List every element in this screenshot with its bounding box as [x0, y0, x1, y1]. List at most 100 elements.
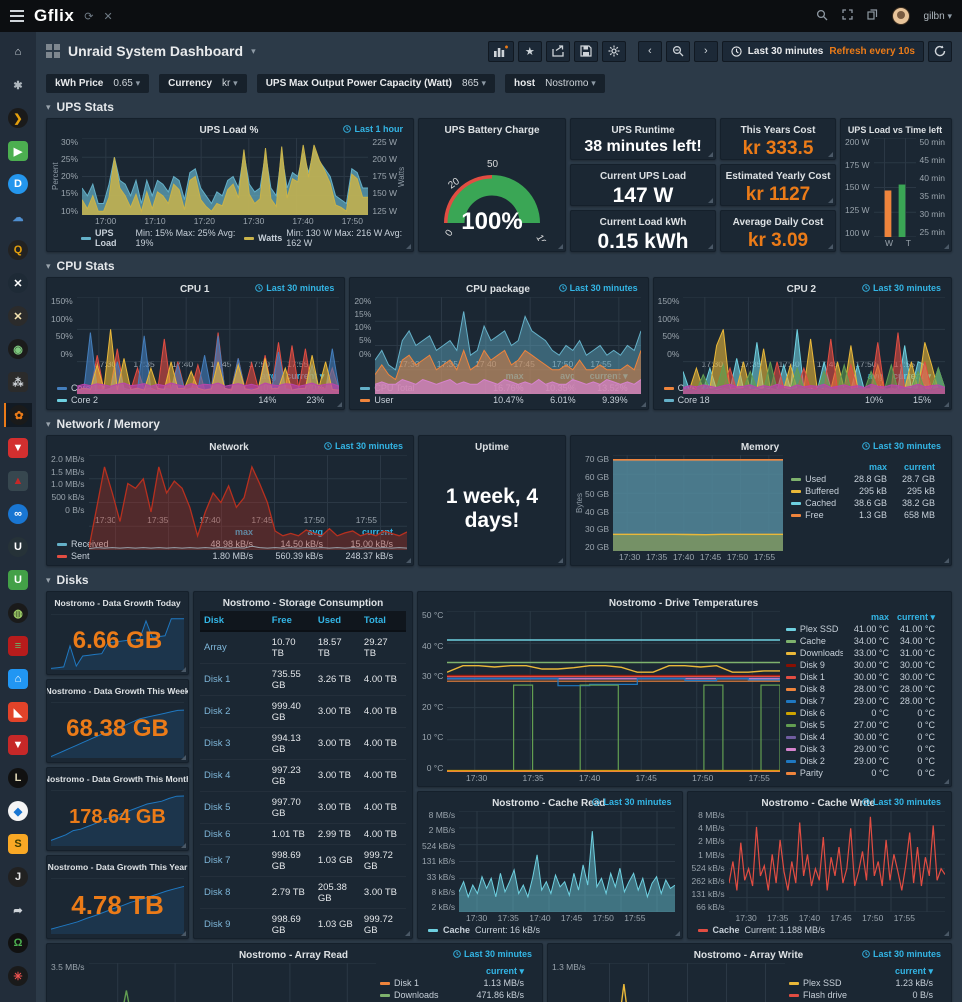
array-write-chart[interactable]: [589, 963, 785, 1002]
zoom-out-button[interactable]: [665, 40, 690, 62]
legend-watts[interactable]: Watts Min: 130 W Max: 216 W Avg: 162 W: [244, 228, 407, 248]
panel-time-indicator[interactable]: Last 30 minutes: [324, 441, 403, 451]
legend-row[interactable]: Disk 2 29.00 °C 0 °C: [785, 755, 935, 767]
legend-row[interactable]: Disk 1 30.00 °C 30.00 °C: [785, 671, 935, 683]
sidebar-item-radarr[interactable]: ✕: [4, 271, 32, 295]
section-ups-stats[interactable]: ▾ UPS Stats: [46, 100, 114, 114]
add-panel-button[interactable]: [487, 40, 514, 62]
star-button[interactable]: ★: [517, 40, 542, 62]
time-forward-button[interactable]: ›: [693, 40, 718, 62]
panel-time-indicator[interactable]: Last 1 hour: [343, 124, 403, 134]
legend-row[interactable]: Buffered 295 kB 295 kB: [791, 485, 935, 497]
memory-legend[interactable]: max current Used 28.8 GB 28.7 GB Buffered 295 …: [783, 455, 945, 562]
legend-row[interactable]: Plex SSD 41.00 °C 41.00 °C: [785, 623, 935, 635]
column-header[interactable]: Free: [267, 611, 314, 632]
cache-write-legend[interactable]: Cache Current: 1.188 MB/s: [692, 923, 946, 935]
legend-row[interactable]: Free 1.3 GB 658 MB: [791, 509, 935, 521]
refresh-button[interactable]: [928, 40, 952, 62]
sidebar-item-alerts[interactable]: ▲: [4, 469, 32, 493]
sidebar-item-lazy[interactable]: L: [4, 766, 32, 790]
sidebar-item-home-assistant[interactable]: ⌂: [4, 667, 32, 691]
sidebar-item-settings[interactable]: ✱: [4, 73, 32, 97]
sidebar-item-home[interactable]: ⌂: [4, 40, 32, 64]
panel-time-indicator[interactable]: Last 30 minutes: [592, 797, 672, 807]
cache-read-legend[interactable]: Cache Current: 16 kB/s: [422, 923, 676, 935]
cpu-package-chart[interactable]: [375, 297, 642, 394]
sidebar-item-emby[interactable]: ▶: [4, 139, 32, 163]
panel-time-indicator[interactable]: Last 30 minutes: [453, 949, 532, 959]
variable-currency[interactable]: Currency kr ▾: [159, 74, 247, 93]
column-header[interactable]: Total: [359, 611, 406, 632]
column-header[interactable]: Used: [313, 611, 360, 632]
title-caret-icon[interactable]: ▾: [251, 45, 256, 56]
fullscreen-icon[interactable]: [841, 9, 853, 23]
page-title[interactable]: Unraid System Dashboard: [68, 43, 244, 59]
ups-load-chart[interactable]: [82, 138, 369, 215]
legend-row[interactable]: Plex SSD 1.23 kB/s: [789, 977, 933, 989]
sidebar-item-shield[interactable]: ▼: [4, 436, 32, 460]
search-icon[interactable]: [816, 9, 828, 24]
sidebar-item-github[interactable]: Ω: [4, 931, 32, 955]
panel-time-indicator[interactable]: Last 30 minutes: [862, 949, 941, 959]
section-network-memory[interactable]: ▾ Network / Memory: [46, 417, 160, 431]
section-cpu-stats[interactable]: ▾ CPU Stats: [46, 259, 115, 273]
sidebar-item-gitlab[interactable]: ◣: [4, 700, 32, 724]
memory-chart[interactable]: [613, 455, 784, 551]
variable-ups-capacity[interactable]: UPS Max Output Power Capacity (Watt) 865 …: [256, 74, 496, 93]
section-disks[interactable]: ▾ Disks: [46, 573, 89, 587]
legend-row[interactable]: Core 18 10% 15%: [663, 394, 931, 406]
sidebar-item-sab[interactable]: S: [4, 832, 32, 856]
sidebar-item-sign-out[interactable]: ➦: [4, 898, 32, 922]
legend-row[interactable]: Disk 9 30.00 °C 30.00 °C: [785, 659, 935, 671]
drive-temps-legend[interactable]: max current ▾ Plex SSD 41.00 °C 41.00 °C Cach…: [780, 611, 945, 783]
sidebar-item-sourdough[interactable]: ◍: [4, 601, 32, 625]
legend-row[interactable]: Cached 38.6 GB 38.2 GB: [791, 497, 935, 509]
network-chart[interactable]: [88, 455, 407, 550]
legend-row[interactable]: Disk 7 29.00 °C 28.00 °C: [785, 695, 935, 707]
legend-row[interactable]: Used 28.8 GB 28.7 GB: [791, 473, 935, 485]
cache-write-chart[interactable]: [728, 811, 945, 912]
share-button[interactable]: [545, 40, 570, 62]
legend-row[interactable]: Downloads 471.86 kB/s: [380, 989, 524, 1001]
panel-time-indicator[interactable]: Last 30 minutes: [862, 797, 941, 807]
sidebar-item-grafana[interactable]: ✿: [4, 403, 32, 427]
sidebar-item-switch[interactable]: ≡: [4, 634, 32, 658]
panel-time-indicator[interactable]: Last 30 minutes: [862, 441, 941, 451]
tab-close-icon[interactable]: ✕: [103, 10, 113, 23]
legend-row[interactable]: Parity 0 °C 0 °C: [785, 767, 935, 779]
pages-icon[interactable]: [866, 9, 878, 23]
sidebar-item-helm[interactable]: ✳: [4, 964, 32, 988]
legend-row[interactable]: Disk 1 1.13 MB/s: [380, 977, 524, 989]
legend-ups-load[interactable]: UPS Load Min: 15% Max: 25% Avg: 19%: [81, 228, 239, 248]
legend-row[interactable]: Disk 3 29.00 °C 0 °C: [785, 743, 935, 755]
legend-row[interactable]: Sent 1.80 MB/s 560.39 kB/s 248.37 kB/s: [57, 550, 393, 562]
sidebar-item-jackett-search[interactable]: Q: [4, 238, 32, 262]
legend-row[interactable]: Disk 8 28.00 °C 28.00 °C: [785, 683, 935, 695]
sidebar-item-unraid[interactable]: U: [4, 568, 32, 592]
sidebar-item-downloader[interactable]: ▼: [4, 733, 32, 757]
panel-time-indicator[interactable]: Last 30 minutes: [255, 283, 334, 293]
column-header[interactable]: Disk: [200, 611, 268, 632]
legend-row[interactable]: Cache 34.00 °C 34.00 °C: [785, 635, 935, 647]
time-range-picker[interactable]: Last 30 minutes Refresh every 10s: [721, 40, 924, 62]
cpu1-chart[interactable]: [76, 297, 339, 394]
hamburger-menu-icon[interactable]: [10, 10, 24, 22]
variable-host[interactable]: host Nostromo ▾: [505, 74, 605, 93]
save-button[interactable]: [573, 40, 598, 62]
sidebar-item-drop[interactable]: ◆: [4, 799, 32, 823]
sidebar-item-ubiquiti[interactable]: U: [4, 535, 32, 559]
array-write-legend[interactable]: current ▾ Plex SSD 1.23 kB/s Flash drive 0 B…: [785, 963, 945, 1002]
time-back-button[interactable]: ‹: [637, 40, 662, 62]
storage-table[interactable]: Disk Free Used Total Array 10.70 TB 18.57 TB 29…: [200, 611, 406, 935]
legend-row[interactable]: Core 2 14% 23%: [57, 394, 324, 406]
legend-row[interactable]: Disk 5 27.00 °C 0 °C: [785, 719, 935, 731]
sidebar-item-node-graph[interactable]: ⁂: [4, 370, 32, 394]
variable-kwh-price[interactable]: kWh Price 0.65 ▾: [46, 74, 150, 93]
settings-button[interactable]: [601, 40, 626, 62]
network-legend[interactable]: max avg current Received 48.98 kB/s 14.50 kB/…: [51, 525, 407, 562]
legend-row[interactable]: User 10.47% 6.01% 9.39%: [360, 394, 628, 406]
cpu2-chart[interactable]: [683, 297, 946, 394]
sidebar-item-jackett[interactable]: J: [4, 865, 32, 889]
array-read-chart[interactable]: [88, 963, 376, 1002]
